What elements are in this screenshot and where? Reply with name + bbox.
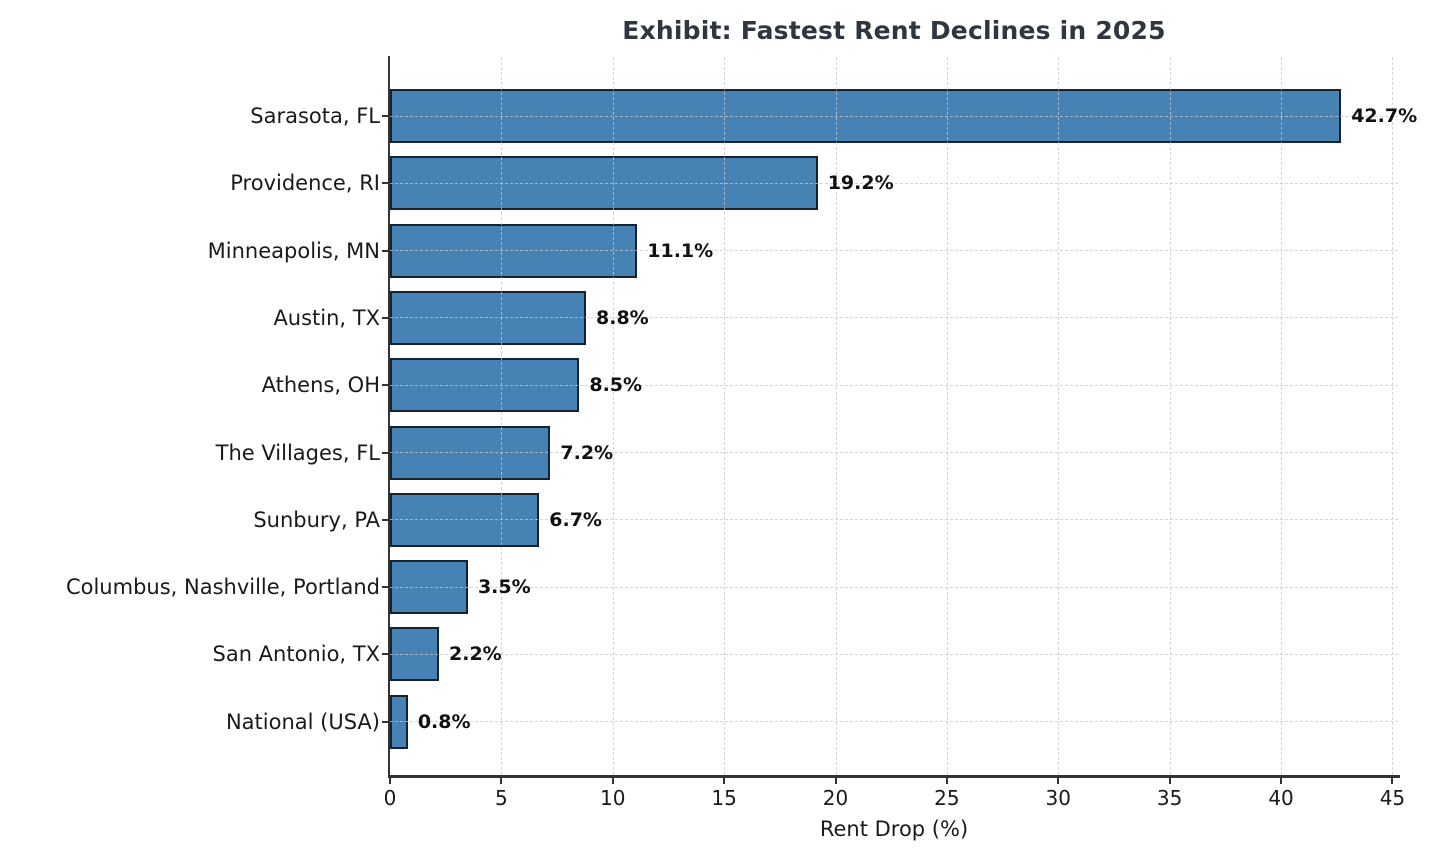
v-gridline — [835, 57, 837, 775]
chart-title: Exhibit: Fastest Rent Declines in 2025 — [622, 16, 1166, 45]
y-tick-mark — [382, 720, 390, 723]
v-gridline — [1058, 57, 1060, 775]
v-gridline — [1169, 57, 1171, 775]
h-gridline — [390, 317, 1398, 319]
y-tick-mark — [382, 653, 390, 656]
x-axis-tick-label: 30 — [1045, 786, 1071, 810]
x-axis-tick-label: 45 — [1379, 786, 1406, 810]
y-axis-tick-label: Athens, OH — [261, 373, 380, 398]
h-gridline — [390, 653, 1398, 655]
h-gridline — [390, 586, 1398, 588]
x-tick-mark — [1168, 777, 1171, 784]
bar-value-label: 11.1% — [647, 239, 714, 262]
x-tick-mark — [1057, 777, 1060, 784]
v-gridline — [501, 57, 503, 775]
y-axis-tick-label: San Antonio, TX — [212, 642, 381, 667]
y-tick-mark — [382, 115, 390, 117]
x-axis-tick-label: 40 — [1268, 786, 1294, 810]
y-tick-mark — [382, 518, 390, 521]
bar-value-label: 19.2% — [827, 172, 894, 195]
h-gridline — [390, 452, 1398, 453]
y-tick-mark — [382, 316, 390, 319]
y-axis-tick-label: National (USA) — [225, 709, 380, 734]
x-tick-mark — [834, 777, 837, 784]
h-gridline — [390, 519, 1398, 521]
y-axis-tick-label: Minneapolis, MN — [207, 238, 380, 263]
x-axis-spine — [388, 775, 1400, 778]
x-axis-tick-label: 15 — [711, 786, 737, 810]
x-tick-mark — [723, 777, 726, 784]
y-axis-tick-label: Sunbury, PA — [253, 507, 380, 532]
x-axis-tick-label: 10 — [600, 786, 626, 810]
y-axis-tick-label: Austin, TX — [273, 305, 380, 330]
bar-value-label: 8.8% — [596, 306, 649, 329]
v-gridline — [946, 57, 948, 775]
bar-value-label: 7.2% — [560, 441, 614, 464]
x-tick-mark — [1391, 777, 1394, 784]
y-axis-tick-label: Sarasota, FL — [250, 104, 380, 128]
h-gridline — [390, 384, 1398, 386]
x-axis-tick-label: 5 — [495, 786, 508, 810]
bar-value-label: 6.7% — [549, 508, 602, 531]
y-tick-mark — [382, 586, 390, 589]
v-gridline — [1281, 57, 1283, 775]
bar-value-label: 2.2% — [449, 643, 502, 666]
bar-value-label: 3.5% — [477, 576, 531, 599]
y-axis-spine — [388, 56, 390, 777]
x-tick-mark — [945, 777, 948, 784]
x-tick-mark — [500, 777, 503, 784]
x-axis-tick-label: 0 — [383, 786, 397, 810]
x-axis-tick-label: 20 — [822, 786, 849, 810]
bar-value-label: 8.5% — [589, 374, 643, 397]
y-axis-tick-label: Providence, RI — [230, 171, 380, 196]
bar-value-label: 42.7% — [1351, 105, 1418, 127]
y-tick-mark — [382, 451, 390, 454]
v-gridline — [724, 57, 726, 775]
x-tick-mark — [611, 777, 614, 784]
v-gridline — [1392, 57, 1394, 775]
y-axis-tick-label: The Villages, FL — [215, 440, 380, 465]
y-tick-mark — [382, 182, 390, 185]
y-tick-mark — [382, 384, 390, 387]
h-gridline — [390, 250, 1398, 252]
x-tick-mark — [1280, 777, 1283, 784]
bar-value-label: 0.8% — [417, 710, 471, 733]
x-axis-label: Rent Drop (%) — [819, 817, 969, 841]
y-axis-tick-label: Columbus, Nashville, Portland — [65, 575, 380, 600]
x-axis-tick-label: 25 — [934, 786, 960, 810]
x-tick-mark — [389, 777, 391, 784]
y-tick-mark — [382, 249, 390, 252]
h-gridline — [390, 182, 1398, 184]
h-gridline — [390, 721, 1398, 723]
x-axis-tick-label: 35 — [1156, 786, 1183, 810]
v-gridline — [612, 57, 614, 775]
h-gridline — [390, 115, 1398, 117]
